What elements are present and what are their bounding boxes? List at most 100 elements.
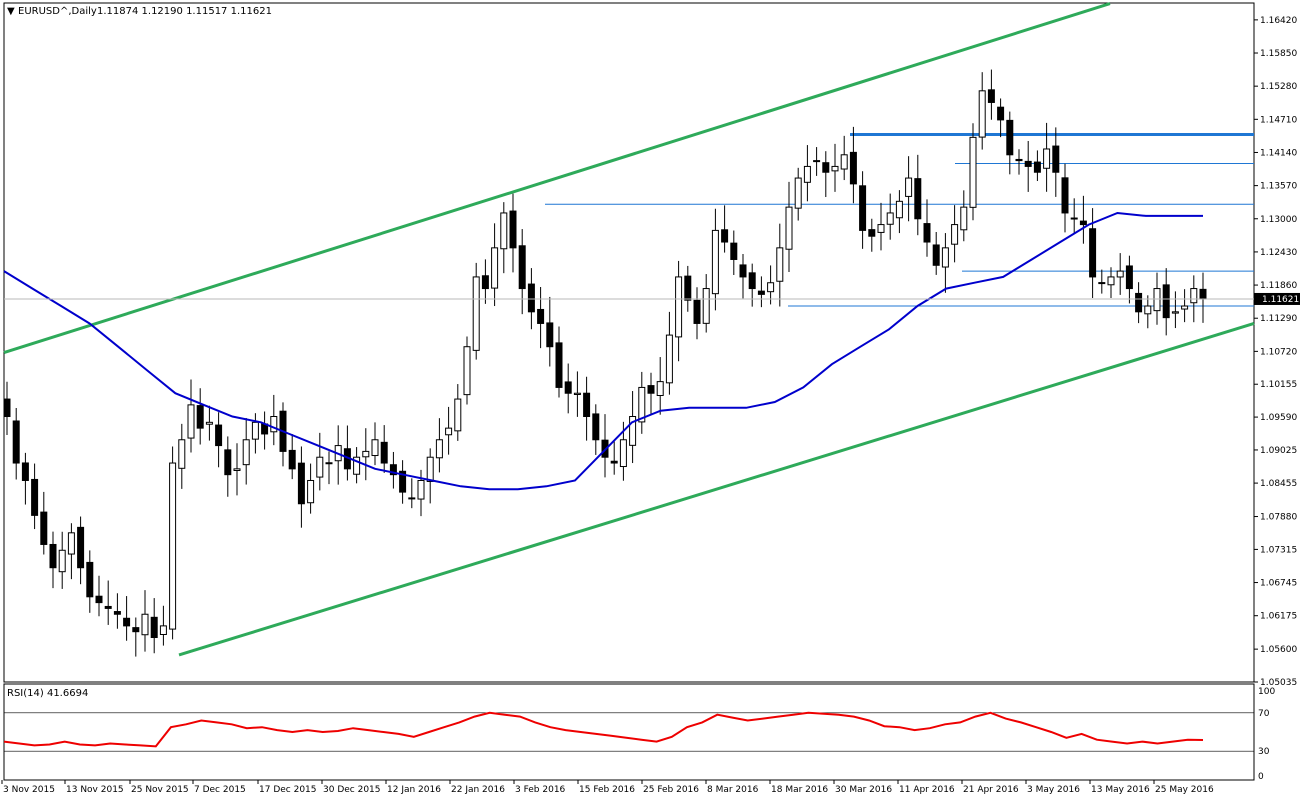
candle <box>1052 127 1060 197</box>
support-resistance-levels <box>545 132 1254 307</box>
candle <box>1162 268 1170 336</box>
candle-body-bear <box>481 275 489 290</box>
candle-body-bull <box>417 479 425 500</box>
candle <box>132 617 140 657</box>
candle <box>739 253 747 299</box>
x-tick-label: 22 Jan 2016 <box>451 785 505 795</box>
x-tick-label: 3 Feb 2016 <box>515 785 566 795</box>
candle-body-bear <box>546 322 554 348</box>
candle <box>711 208 719 311</box>
candle-body-bull <box>960 206 968 231</box>
candle <box>1181 289 1189 323</box>
candle-body-bear <box>592 413 600 441</box>
candle-body-bear <box>564 381 572 394</box>
y-tick-label: 1.05600 <box>1260 645 1297 655</box>
candle-body-bull <box>435 439 443 459</box>
channel-lower-line <box>178 322 1255 657</box>
candle-body-bear <box>997 106 1005 121</box>
candle <box>242 418 250 485</box>
candle <box>546 296 554 367</box>
y-tick-label: 1.07880 <box>1260 513 1297 523</box>
candle-body-bull <box>251 421 259 440</box>
candle-body-bear <box>1199 288 1207 300</box>
x-tick-label: 3 Nov 2015 <box>3 785 55 795</box>
candle-body-bear <box>822 162 830 173</box>
candle-body-bear <box>555 342 563 388</box>
candle-body-bear <box>399 470 407 493</box>
candle <box>141 590 149 652</box>
candle <box>215 412 223 468</box>
candle-body-bull <box>187 404 195 439</box>
candle <box>822 151 830 198</box>
candle-body-bear <box>86 561 94 598</box>
candle-body-bear <box>1006 119 1014 156</box>
candle-body-bear <box>914 178 922 220</box>
candle <box>325 451 333 485</box>
rsi-line-group <box>3 711 1204 748</box>
x-tick-label: 13 May 2016 <box>1091 785 1150 795</box>
x-tick-label: 8 Mar 2016 <box>707 785 759 795</box>
y-tick-label: 1.10155 <box>1260 380 1297 390</box>
candle-body-bear <box>1125 265 1133 290</box>
candle-body-bull <box>905 177 913 197</box>
y-tick-label: 1.09025 <box>1260 446 1297 456</box>
candle-body-bull <box>840 154 848 170</box>
candle <box>95 575 103 617</box>
candle-body-bull <box>711 229 719 295</box>
candle <box>573 371 581 417</box>
y-tick-label: 1.07315 <box>1260 545 1297 555</box>
candle-body-bull <box>270 416 278 433</box>
candle <box>389 451 397 489</box>
candle <box>196 388 204 445</box>
candle-body-bear <box>684 275 692 301</box>
candle <box>1098 269 1106 294</box>
candle <box>472 262 480 360</box>
candle-body-bull <box>675 276 683 338</box>
candle-body-bull <box>159 625 167 635</box>
x-tick-label: 17 Dec 2015 <box>259 785 317 795</box>
candle <box>178 423 186 489</box>
candle <box>1015 149 1023 175</box>
candle <box>941 233 949 293</box>
candle-body-bear <box>1070 217 1078 220</box>
price-y-axis: 1.05035 1.05600 1.06175 1.06745 1.07315 1.078… <box>1254 16 1297 688</box>
header-triangle-icon[interactable]: ▼ <box>7 6 15 17</box>
candle <box>638 371 646 434</box>
candle-body-bear <box>757 290 765 295</box>
candle-body-bull <box>307 479 315 504</box>
candle <box>150 598 158 654</box>
candle <box>77 516 85 585</box>
candle-body-bull <box>1153 288 1161 312</box>
candle-body-bull <box>1190 288 1198 304</box>
moving-average <box>3 211 1203 491</box>
candle-body-bull <box>178 439 186 469</box>
x-tick-label: 12 Jan 2016 <box>387 785 441 795</box>
candle <box>555 326 563 398</box>
candle-body-bull <box>665 334 673 384</box>
candle-body-bull <box>573 392 581 396</box>
candle-body-bear <box>1024 160 1032 167</box>
candle-body-bull <box>794 177 802 209</box>
candle <box>997 98 1005 138</box>
candle <box>693 287 701 340</box>
x-tick-label: 3 May 2016 <box>1027 785 1080 795</box>
candle-body-bear <box>12 420 20 464</box>
candle-body-bear <box>215 424 223 447</box>
candle <box>1107 267 1115 298</box>
candle-body-bull <box>951 224 959 245</box>
candle-body-bull <box>141 613 149 636</box>
candle <box>647 372 655 415</box>
symbol-label: EURUSD^,Daily <box>18 6 97 17</box>
candle <box>629 391 637 464</box>
candle-body-bear <box>1089 228 1097 278</box>
main-panel-frame <box>3 2 1255 683</box>
candle <box>205 405 213 441</box>
candle <box>840 135 848 181</box>
candle <box>1061 163 1069 233</box>
candle-body-bull <box>629 416 637 446</box>
y-tick-label: 1.08455 <box>1260 479 1297 489</box>
candle-body-bull <box>895 200 903 219</box>
candle <box>67 523 75 580</box>
candle <box>537 287 545 349</box>
y-tick-label: 1.11290 <box>1260 314 1297 324</box>
